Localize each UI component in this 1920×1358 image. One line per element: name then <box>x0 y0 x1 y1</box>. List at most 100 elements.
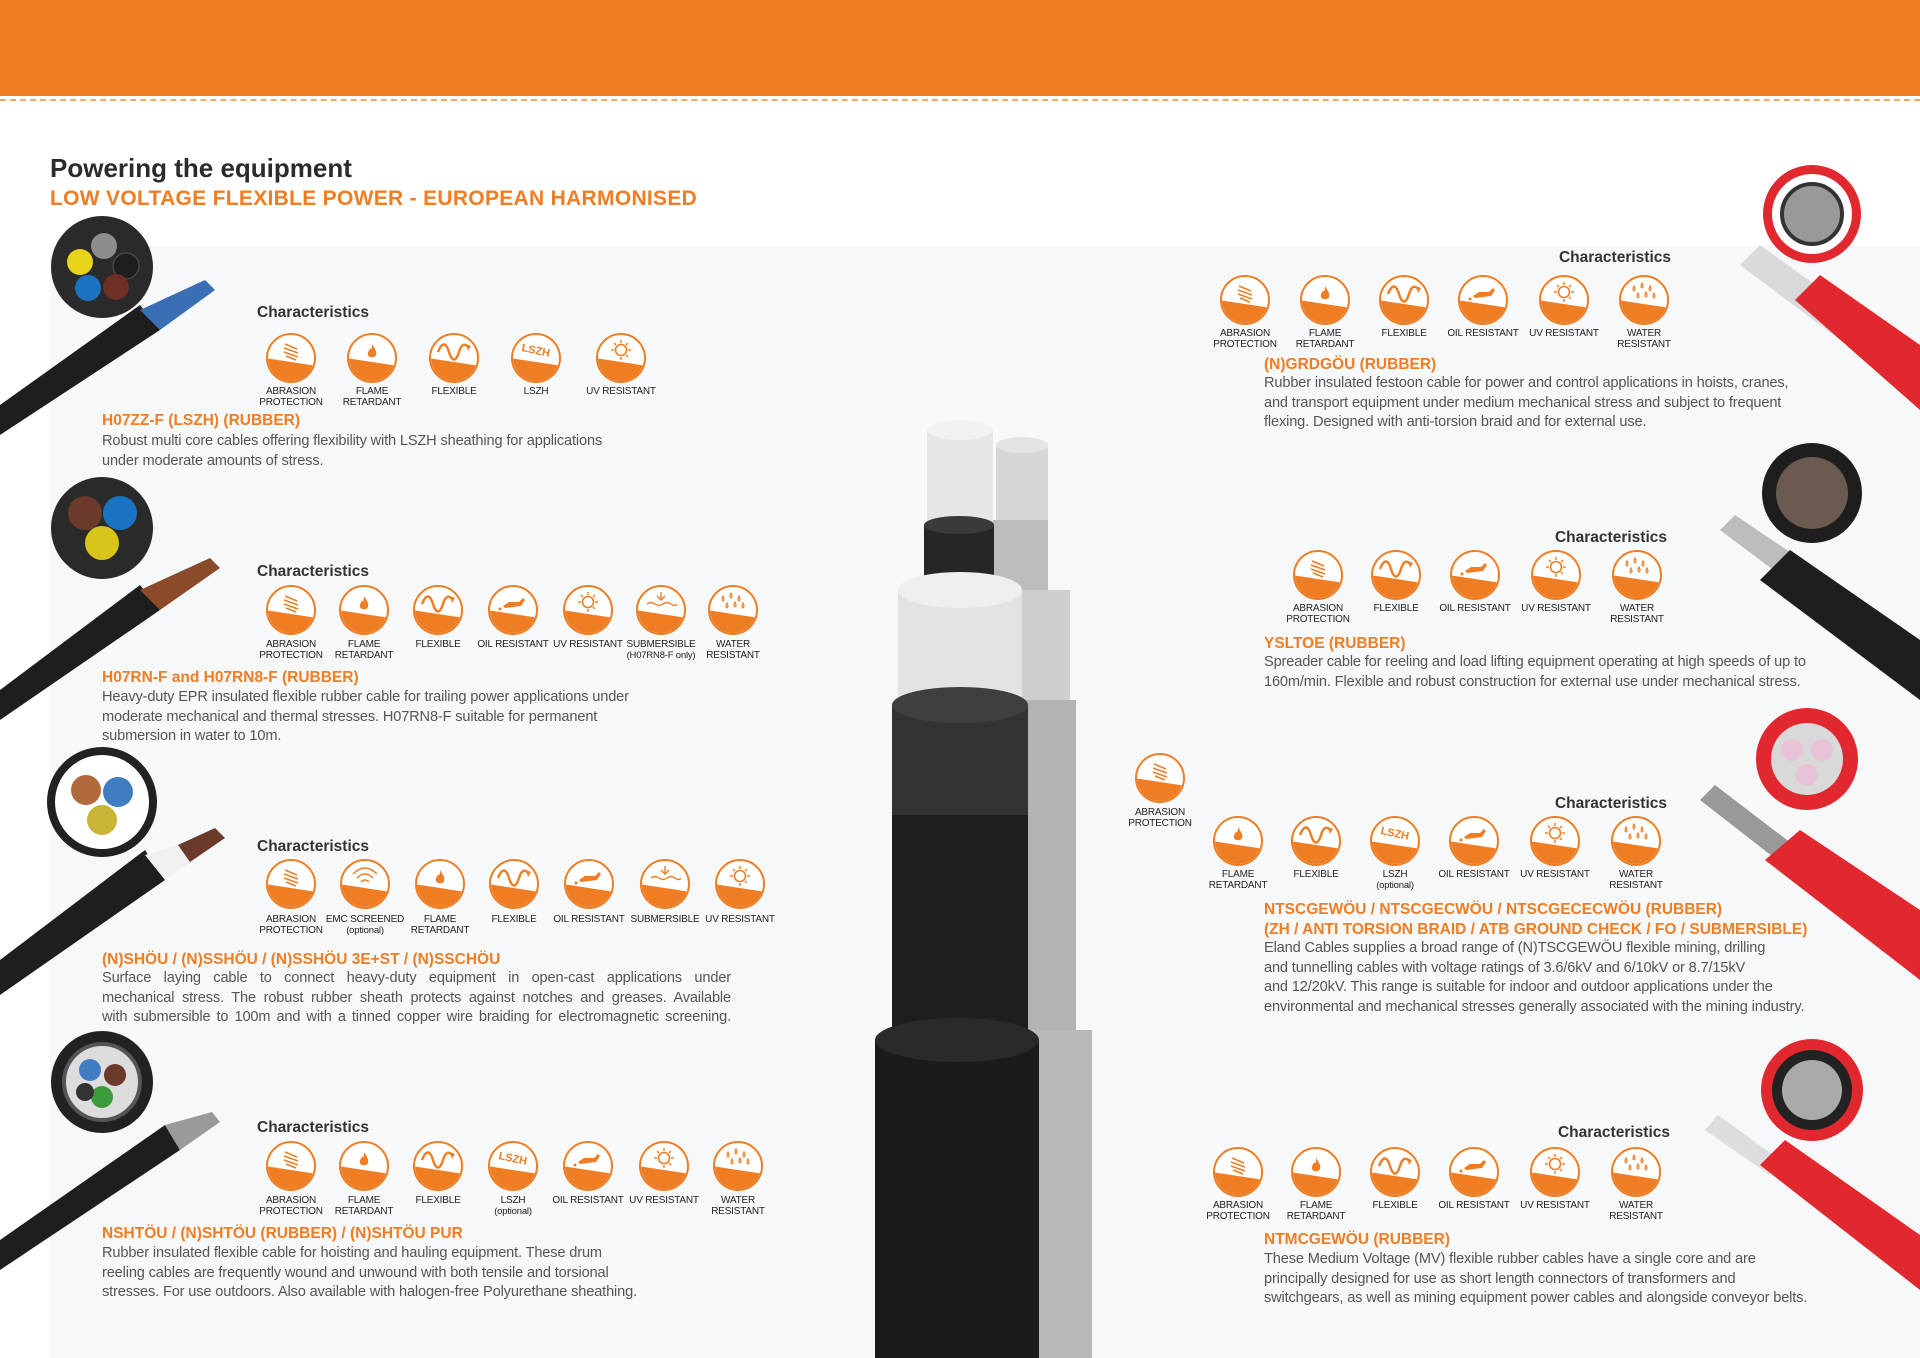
characteristic-label: EMC SCREENED (optional) <box>320 914 410 936</box>
svg-text:LSZH: LSZH <box>520 342 551 360</box>
description-line: principally designed for use as short le… <box>1264 1270 1736 1287</box>
center-cable <box>875 420 1039 1358</box>
characteristic-label-text: OIL RESISTANT <box>552 1195 624 1206</box>
flame-icon <box>346 332 398 384</box>
characteristics-heading: Characteristics <box>257 838 370 855</box>
characteristic-label-text: FLEXIBLE <box>1293 869 1339 880</box>
uv-icon <box>1529 1146 1581 1198</box>
description-line: mechanical stress. The robust rubber she… <box>102 989 731 1006</box>
product-title: (N)SHÖU / (N)SSHÖU / (N)SSHÖU 3E+ST / (N… <box>102 950 500 970</box>
submersible-icon <box>635 584 687 636</box>
characteristics-heading: Characteristics <box>257 1119 370 1136</box>
header-divider <box>0 99 1920 101</box>
description-line: Surface laying cable to connect heavy-du… <box>102 970 731 986</box>
characteristic-label: LSZH (optional) <box>468 1195 558 1217</box>
description-line: flexing. Designed with anti-torsion brai… <box>1264 414 1647 430</box>
characteristics-heading: Characteristics <box>257 563 370 580</box>
characteristic-label-text: UV RESISTANT <box>1520 1200 1590 1211</box>
submersible-icon <box>639 858 691 910</box>
characteristic-label: UV RESISTANT <box>695 914 785 925</box>
characteristic-label-text: UV RESISTANT <box>705 914 775 925</box>
characteristic-label: FLEXIBLE <box>1351 603 1441 614</box>
uv-icon <box>638 1140 690 1192</box>
characteristic-label-text: WATER RESISTANT <box>1617 328 1671 350</box>
characteristic-label-text: FLAME RETARDANT <box>1208 869 1268 891</box>
characteristics-heading: Characteristics <box>1554 795 1667 812</box>
flexible-icon <box>428 332 480 384</box>
oil-icon <box>1448 815 1500 867</box>
abrasion-icon <box>1219 274 1271 326</box>
characteristic-label-text: UV RESISTANT <box>586 386 656 397</box>
characteristic-label: FLAME RETARDANT <box>1193 869 1283 891</box>
flame-icon <box>1212 815 1264 867</box>
characteristic-label: OIL RESISTANT <box>1430 603 1520 614</box>
product-description: These Medium Voltage (MV) flexible rubbe… <box>1264 1250 1807 1309</box>
characteristics-heading: Characteristics <box>1557 1124 1670 1141</box>
characteristics-heading: Characteristics <box>1558 249 1671 266</box>
characteristic-label: OIL RESISTANT <box>543 1195 633 1206</box>
description-line: environmental and mechanical stresses ge… <box>1264 998 1805 1015</box>
characteristic-note: (optional) <box>346 925 384 936</box>
description-line: stresses. For use outdoors. Also availab… <box>102 1284 637 1300</box>
characteristic-label-text: FLEXIBLE <box>491 914 537 925</box>
abrasion-icon <box>1292 549 1344 601</box>
oil-icon <box>1457 274 1509 326</box>
oil-icon <box>1449 549 1501 601</box>
product-title: (N)GRDGÖU (RUBBER) <box>1264 355 1436 375</box>
characteristics-heading: Characteristics <box>1554 529 1667 546</box>
characteristic-label-text: WATER RESISTANT <box>1609 1200 1663 1222</box>
product-title: H07ZZ-F (LSZH) (RUBBER) <box>102 411 300 431</box>
characteristic-label: FLAME RETARDANT <box>395 914 485 936</box>
emc-icon <box>339 858 391 910</box>
description-line: Rubber insulated flexible cable for hois… <box>102 1245 602 1261</box>
product-title: H07RN-F and H07RN8-F (RUBBER) <box>102 668 359 688</box>
lszh-icon: LSZH <box>510 332 562 384</box>
characteristic-label-text: LSZH <box>1382 869 1408 880</box>
flexible-icon <box>1378 274 1430 326</box>
abrasion-icon <box>265 332 317 384</box>
oil-icon <box>563 858 615 910</box>
characteristic-label: ABRASION PROTECTION <box>1273 603 1363 625</box>
characteristic-label: UV RESISTANT <box>1510 869 1600 880</box>
cable-ysltoe <box>1720 443 1920 700</box>
characteristic-label-text: FLAME RETARDANT <box>334 639 394 661</box>
product-description: Rubber insulated flexible cable for hois… <box>102 1244 637 1303</box>
characteristic-label: WATER RESISTANT <box>1591 1200 1681 1222</box>
characteristic-label: UV RESISTANT <box>1511 603 1601 614</box>
characteristic-label-text: ABRASION PROTECTION <box>1286 603 1350 625</box>
characteristic-note: (optional) <box>1376 880 1414 891</box>
header-bar <box>0 0 1920 96</box>
characteristic-label-text: SUBMERSIBLE <box>630 914 700 925</box>
characteristic-label: FLAME RETARDANT <box>1280 328 1370 350</box>
characteristic-label: ABRASION PROTECTION <box>246 386 336 408</box>
characteristic-label: ABRASION PROTECTION <box>1193 1200 1283 1222</box>
characteristic-label: WATER RESISTANT <box>1592 603 1682 625</box>
characteristic-label-text: FLEXIBLE <box>415 1195 461 1206</box>
characteristic-label: FLEXIBLE <box>1271 869 1361 880</box>
flexible-icon <box>1370 549 1422 601</box>
characteristic-label: UV RESISTANT <box>1510 1200 1600 1211</box>
characteristic-label-text: ABRASION PROTECTION <box>1128 807 1192 829</box>
product-description: Spreader cable for reeling and load lift… <box>1264 653 1806 692</box>
characteristic-label: ABRASION PROTECTION <box>246 914 336 936</box>
uv-icon <box>1529 815 1581 867</box>
oil-icon <box>1448 1146 1500 1198</box>
cable-ntmcgewou <box>1705 1039 1920 1290</box>
characteristic-label-text: FLEXIBLE <box>1372 1200 1418 1211</box>
characteristic-label: FLEXIBLE <box>1359 328 1449 339</box>
flexible-icon <box>412 1140 464 1192</box>
cable-nshou <box>0 747 225 995</box>
flexible-icon <box>412 584 464 636</box>
characteristic-label: OIL RESISTANT <box>544 914 634 925</box>
description-line: Spreader cable for reeling and load lift… <box>1264 654 1806 670</box>
characteristic-label: WATER RESISTANT <box>693 1195 783 1217</box>
water-icon <box>1610 1146 1662 1198</box>
product-description: Eland Cables supplies a broad range of (… <box>1264 939 1805 1017</box>
product-description: Robust multi core cables offering flexib… <box>102 432 602 471</box>
description-line: Robust multi core cables offering flexib… <box>102 433 603 449</box>
characteristic-label-text: FLAME RETARDANT <box>1295 328 1355 350</box>
svg-text:LSZH: LSZH <box>1379 825 1410 843</box>
description-line: submersion in water to 10m. <box>102 728 282 744</box>
characteristic-label: WATER RESISTANT <box>1591 869 1681 891</box>
